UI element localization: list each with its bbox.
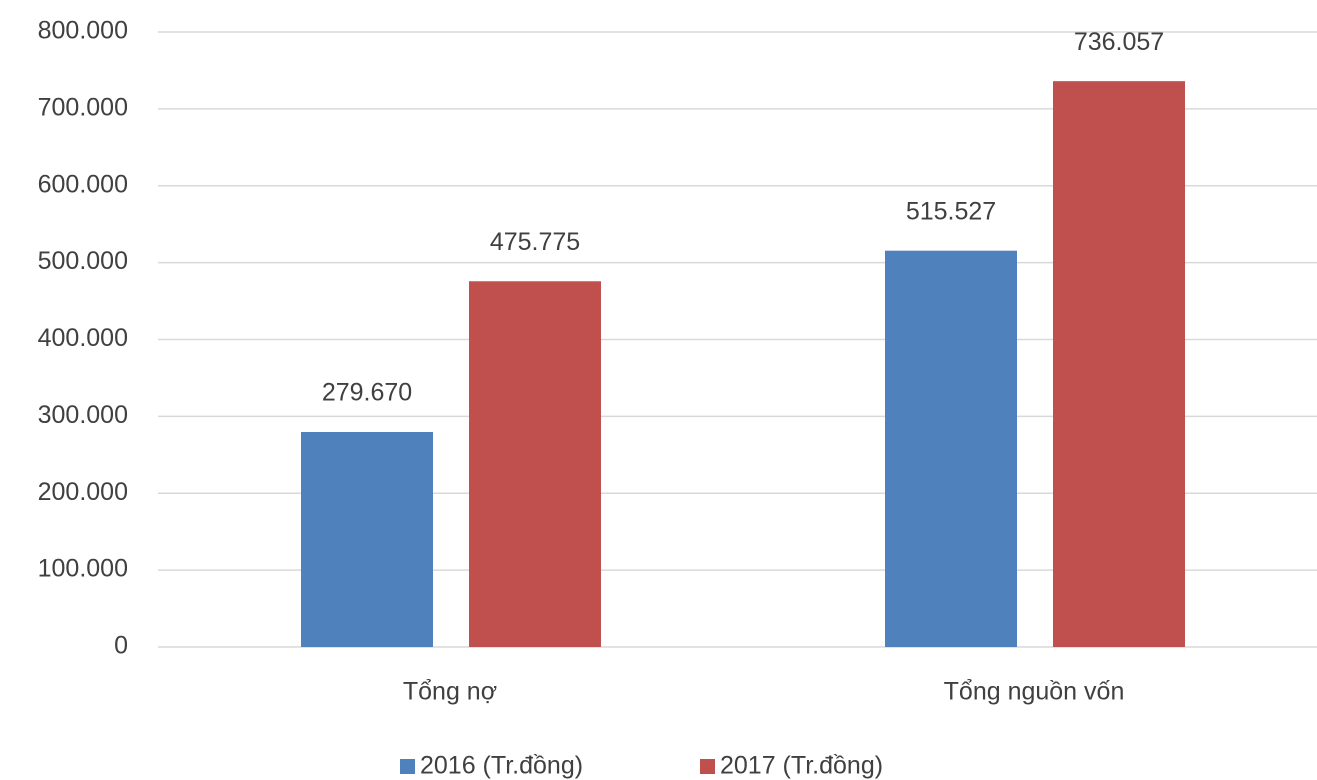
bar bbox=[301, 432, 433, 647]
legend-label: 2016 (Tr.đồng) bbox=[420, 752, 583, 780]
bar bbox=[1053, 81, 1185, 647]
y-tick-label: 100.000 bbox=[38, 555, 128, 583]
y-tick-label: 600.000 bbox=[38, 170, 128, 198]
data-label: 475.775 bbox=[490, 228, 580, 256]
x-tick-label: Tổng nguồn vốn bbox=[944, 678, 1125, 706]
y-tick-label: 300.000 bbox=[38, 401, 128, 429]
legend-swatch bbox=[700, 759, 715, 774]
x-tick-label: Tổng nợ bbox=[403, 678, 497, 706]
data-label: 736.057 bbox=[1074, 28, 1164, 56]
legend-swatch bbox=[400, 759, 415, 774]
y-tick-label: 700.000 bbox=[38, 93, 128, 121]
y-tick-label: 500.000 bbox=[38, 247, 128, 275]
y-tick-label: 200.000 bbox=[38, 478, 128, 506]
y-tick-label: 0 bbox=[114, 632, 128, 660]
y-tick-label: 400.000 bbox=[38, 324, 128, 352]
data-label: 279.670 bbox=[322, 379, 412, 407]
bar bbox=[885, 250, 1017, 648]
y-tick-label: 800.000 bbox=[38, 17, 128, 45]
legend-label: 2017 (Tr.đồng) bbox=[720, 752, 883, 780]
data-label: 515.527 bbox=[906, 197, 996, 225]
bar bbox=[469, 281, 601, 647]
